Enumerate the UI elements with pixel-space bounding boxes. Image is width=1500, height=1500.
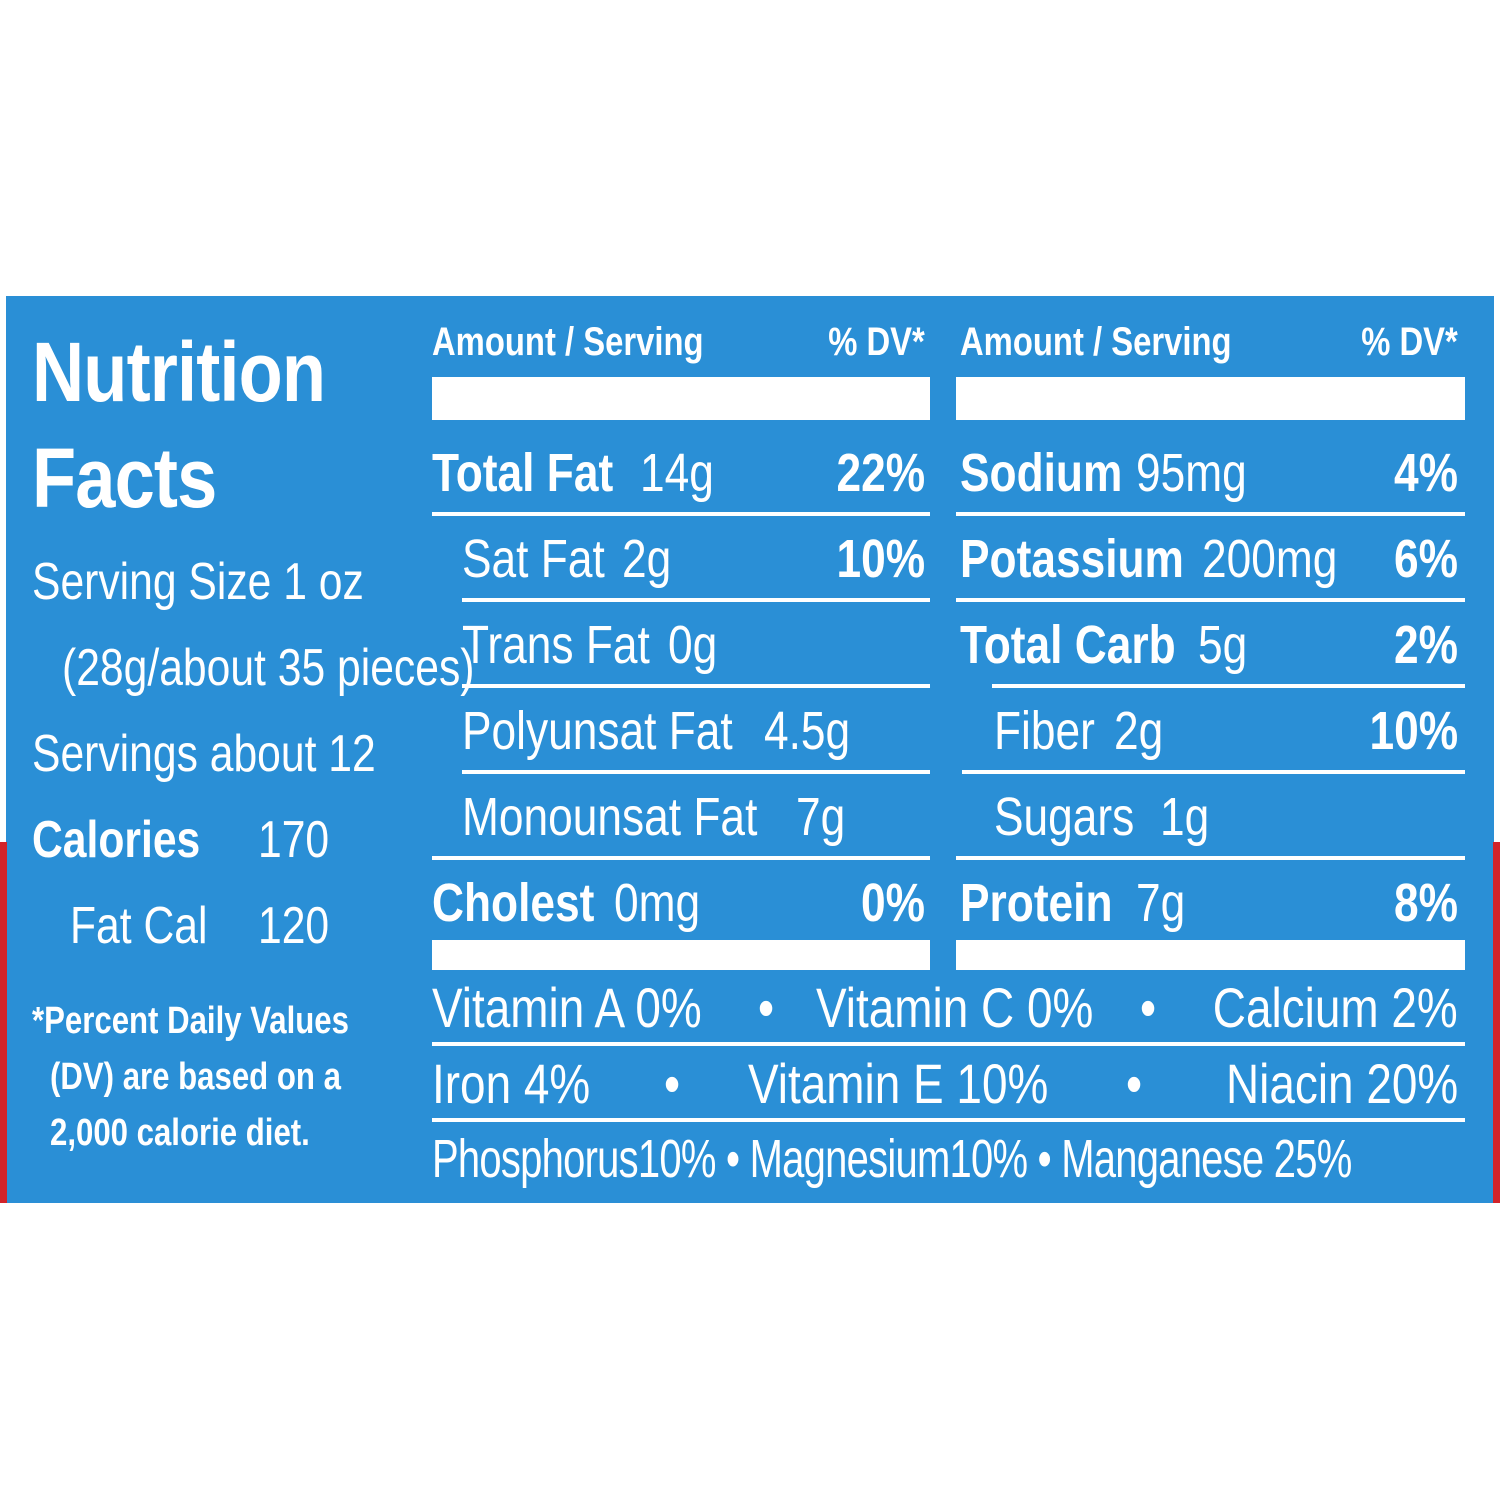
potassium-dv: 6% xyxy=(1394,529,1458,589)
fiber-amount: 2g xyxy=(1114,701,1164,761)
frame-border-bottom xyxy=(0,1203,1500,1209)
divider xyxy=(432,1042,1465,1046)
bullet-separator: • xyxy=(1140,976,1157,1039)
red-accent-left xyxy=(0,842,7,1203)
bullet-separator: • xyxy=(1126,1052,1143,1115)
calories-value: 170 xyxy=(258,811,330,869)
frame-border-top xyxy=(0,290,1500,296)
total-carb-dv: 2% xyxy=(1394,615,1458,675)
total-fat-amount: 14g xyxy=(640,443,714,503)
protein-label: Protein xyxy=(960,873,1113,933)
protein-dv: 8% xyxy=(1394,873,1458,933)
polyunsat-fat-label: Polyunsat Fat xyxy=(462,701,733,761)
sat-fat-amount: 2g xyxy=(622,529,672,589)
left-header-dv: % DV* xyxy=(828,320,925,364)
divider xyxy=(462,684,930,688)
serving-detail: (28g/about 35 pieces) xyxy=(62,639,475,697)
right-header-bar xyxy=(956,377,1465,420)
title-line2: Facts xyxy=(32,431,217,525)
total-carb-label: Total Carb xyxy=(960,615,1176,675)
frame-border-left xyxy=(0,290,6,1209)
total-carb-amount: 5g xyxy=(1198,615,1248,675)
red-accent-right xyxy=(1493,842,1500,1203)
sugars-label: Sugars xyxy=(994,787,1135,847)
divider xyxy=(462,770,930,774)
minerals-row: Phosphorus10% • Magnesium10% • Manganese… xyxy=(432,1129,1352,1189)
calcium: Calcium 2% xyxy=(1213,976,1458,1039)
sat-fat-dv: 10% xyxy=(836,529,925,589)
divider xyxy=(956,598,1465,602)
niacin: Niacin 20% xyxy=(1225,1052,1458,1115)
divider xyxy=(432,856,930,860)
calories-label: Calories xyxy=(32,811,201,869)
fat-cal-value: 120 xyxy=(258,897,330,955)
left-header-amount: Amount / Serving xyxy=(432,320,704,364)
vitamin-a: Vitamin A 0% xyxy=(432,976,702,1039)
iron: Iron 4% xyxy=(432,1052,591,1115)
title-line1: Nutrition xyxy=(32,325,326,419)
serving-size: Serving Size 1 oz xyxy=(32,553,364,611)
left-header-bar xyxy=(432,377,930,420)
sodium-amount: 95mg xyxy=(1136,443,1247,503)
servings-per-container: Servings about 12 xyxy=(32,725,376,783)
divider xyxy=(462,598,930,602)
fat-cal-label: Fat Cal xyxy=(70,897,208,955)
potassium-label: Potassium xyxy=(960,529,1184,589)
sodium-label: Sodium xyxy=(960,443,1123,503)
divider xyxy=(432,1118,1465,1122)
cholesterol-label: Cholest xyxy=(432,873,595,933)
sat-fat-label: Sat Fat xyxy=(462,529,605,589)
footnote-line3: 2,000 calorie diet. xyxy=(50,1112,310,1154)
total-fat-dv: 22% xyxy=(836,443,925,503)
cholesterol-dv: 0% xyxy=(861,873,925,933)
total-fat-label: Total Fat xyxy=(432,443,614,503)
vitamin-e: Vitamin E 10% xyxy=(748,1052,1049,1115)
divider xyxy=(962,770,1465,774)
vitamin-c: Vitamin C 0% xyxy=(816,976,1094,1039)
bullet-separator: • xyxy=(758,976,775,1039)
nutrition-panel xyxy=(0,290,1500,1209)
monounsat-fat-amount: 7g xyxy=(796,787,846,847)
footnote-line2: (DV) are based on a xyxy=(50,1056,341,1098)
divider xyxy=(992,684,1465,688)
monounsat-fat-label: Monounsat Fat xyxy=(462,787,758,847)
bullet-separator: • xyxy=(664,1052,681,1115)
cholesterol-amount: 0mg xyxy=(614,873,701,933)
frame-border-right xyxy=(1494,290,1500,1209)
potassium-amount: 200mg xyxy=(1202,529,1338,589)
divider xyxy=(432,512,930,516)
polyunsat-fat-amount: 4.5g xyxy=(764,701,851,761)
footnote-line1: *Percent Daily Values xyxy=(32,1000,349,1042)
left-footer-bar xyxy=(432,940,930,970)
divider xyxy=(956,856,1465,860)
right-header-amount: Amount / Serving xyxy=(960,320,1232,364)
trans-fat-label: Trans Fat xyxy=(462,615,650,675)
protein-amount: 7g xyxy=(1136,873,1186,933)
trans-fat-amount: 0g xyxy=(668,615,718,675)
sugars-amount: 1g xyxy=(1160,787,1210,847)
fiber-dv: 10% xyxy=(1369,701,1458,761)
right-footer-bar xyxy=(956,940,1465,970)
fiber-label: Fiber xyxy=(994,701,1095,761)
sodium-dv: 4% xyxy=(1394,443,1458,503)
divider xyxy=(956,512,1465,516)
right-header-dv: % DV* xyxy=(1361,320,1458,364)
